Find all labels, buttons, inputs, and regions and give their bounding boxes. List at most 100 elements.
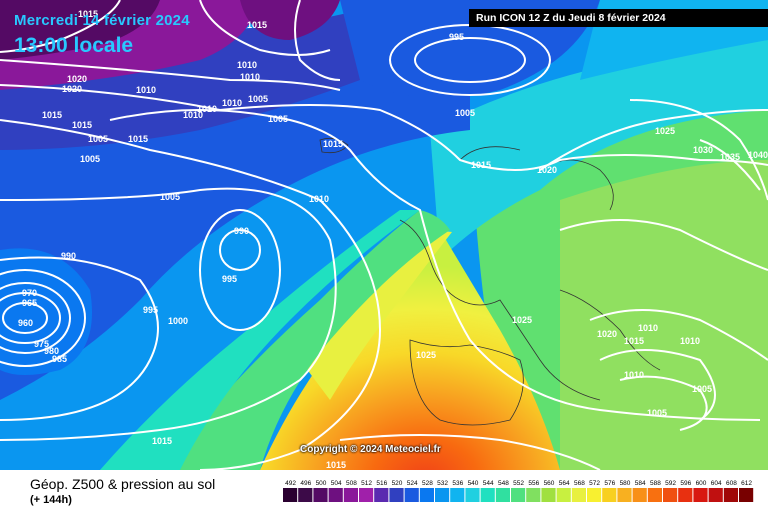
legend-swatch (328, 488, 343, 502)
isobar-label: 980 (44, 346, 59, 356)
isobar-label: 1030 (693, 145, 713, 155)
legend-label: 544 (483, 480, 494, 487)
isobar-label: 1010 (197, 104, 217, 114)
isobar-lines (0, 0, 768, 470)
isobar-label: 1010 (309, 194, 329, 204)
isobar-label: 1000 (168, 316, 188, 326)
legend-label: 584 (635, 480, 646, 487)
legend-swatch (359, 488, 374, 502)
isobar-label: 1025 (512, 315, 532, 325)
legend-swatch (571, 488, 586, 502)
legend-swatch (663, 488, 678, 502)
legend-label: 608 (726, 480, 737, 487)
legend-label: 600 (696, 480, 707, 487)
isobar-label: 1010 (237, 60, 257, 70)
legend-swatch (343, 488, 358, 502)
isobar-label: 1040 (748, 150, 768, 160)
isobar-label: 960 (18, 318, 33, 328)
parameter-title: Géop. Z500 & pression au sol (30, 476, 216, 492)
legend-swatch (313, 488, 328, 502)
isobar-label: 1005 (692, 384, 712, 394)
isobar-label: 1010 (136, 85, 156, 95)
isobar-label: 1005 (455, 108, 475, 118)
legend-label: 592 (665, 480, 676, 487)
isobar-label: 995 (449, 32, 464, 42)
color-legend: 492 496 500 504 508 512 516 520 524 528 532 536 540 5… (283, 480, 754, 502)
isobar-label: 1005 (248, 94, 268, 104)
legend-swatch (435, 488, 450, 502)
legend-swatch (404, 488, 419, 502)
isobar-label: 1020 (62, 84, 82, 94)
isobar-label: 1015 (323, 139, 343, 149)
copyright: Copyright © 2024 Meteociel.fr (300, 444, 441, 455)
legend-swatch (419, 488, 434, 502)
legend-label: 536 (452, 480, 463, 487)
isobar-label: 1015 (624, 336, 644, 346)
isobar-label: 990 (234, 226, 249, 236)
legend-swatch (374, 488, 389, 502)
forecast-hour: (+ 144h) (30, 494, 72, 506)
legend-swatch (450, 488, 465, 502)
legend-label: 540 (468, 480, 479, 487)
legend-swatch (283, 488, 298, 502)
isobar-label: 1020 (537, 165, 557, 175)
field-purple-blob (240, 0, 340, 40)
legend-label: 516 (376, 480, 387, 487)
isobar-label: 1005 (88, 134, 108, 144)
field-teal-band (100, 210, 420, 470)
legend-label: 524 (407, 480, 418, 487)
isobar-label: 1010 (183, 110, 203, 120)
weather-map: 1015 1015 995 1020 1020 1010 1010 1010 1… (0, 0, 768, 470)
legend-swatch (693, 488, 708, 502)
legend-swatch (556, 488, 571, 502)
legend-swatch (617, 488, 632, 502)
isobar-label: 970 (22, 288, 37, 298)
legend-swatch (708, 488, 723, 502)
isobar-label: 990 (61, 251, 76, 261)
legend-swatch (587, 488, 602, 502)
field-lightgreen (560, 160, 768, 470)
legend-label: 500 (316, 480, 327, 487)
isobar-label: 1015 (42, 110, 62, 120)
legend-label: 496 (300, 480, 311, 487)
isobar-label: 1020 (67, 74, 87, 84)
legend-swatch (298, 488, 313, 502)
legend-label: 548 (498, 480, 509, 487)
legend-label: 568 (574, 480, 585, 487)
legend-swatch (480, 488, 495, 502)
legend-label: 612 (741, 480, 752, 487)
isobar-label: 975 (34, 339, 49, 349)
legend-swatch (723, 488, 738, 502)
isobar-label: 1020 (597, 329, 617, 339)
isobar-label: 1010 (222, 98, 242, 108)
field-green-band (160, 210, 450, 470)
legend-swatch (389, 488, 404, 502)
isobar-label: 1035 (720, 152, 740, 162)
legend-label: 576 (604, 480, 615, 487)
isobar-label: 1010 (240, 72, 260, 82)
isobar-label: 1015 (152, 436, 172, 446)
isobar-label: 1005 (160, 192, 180, 202)
legend-label: 572 (589, 480, 600, 487)
run-info: Run ICON 12 Z du Jeudi 8 février 2024 (469, 9, 768, 27)
field-yellow-tongue (300, 231, 452, 400)
isobar-label: 965 (22, 298, 37, 308)
isobar-labels: 1015 1015 995 1020 1020 1010 1010 1010 1… (18, 9, 768, 470)
isobar-label: 1015 (247, 20, 267, 30)
legend-label: 580 (620, 480, 631, 487)
field-cyan-north (430, 40, 768, 260)
legend-label: 556 (528, 480, 539, 487)
legend-label: 596 (680, 480, 691, 487)
legend-swatch (526, 488, 541, 502)
isobar-label: 1015 (78, 9, 98, 19)
legend-label: 532 (437, 480, 448, 487)
isobar-label: 1015 (471, 160, 491, 170)
legend-label: 512 (361, 480, 372, 487)
legend-swatch (511, 488, 526, 502)
isobar-label: 1010 (680, 336, 700, 346)
legend-swatch (602, 488, 617, 502)
isobar-label: 1005 (80, 154, 100, 164)
legend-swatch (541, 488, 556, 502)
legend-label: 508 (346, 480, 357, 487)
legend-swatch (465, 488, 480, 502)
